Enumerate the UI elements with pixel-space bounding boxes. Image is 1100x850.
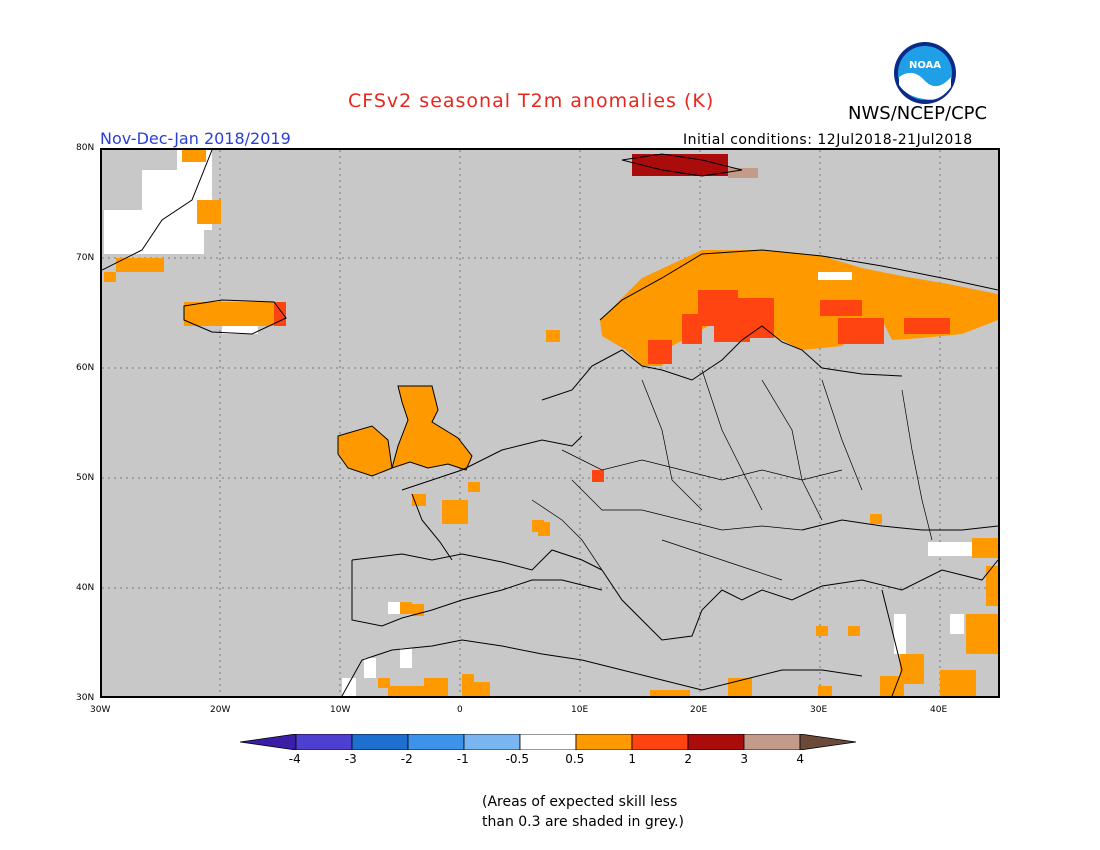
colorbar-segment: [687, 734, 745, 750]
region-svalbard: [632, 154, 758, 178]
lon-label: 10E: [571, 705, 589, 715]
colorbar-label: -0.5: [505, 752, 530, 766]
initial-conditions: Initial conditions: 12Jul2018-21Jul2018: [683, 132, 973, 148]
lon-label: 40E: [930, 705, 948, 715]
lat-label: 60N: [76, 363, 95, 373]
colorbar: [240, 734, 857, 750]
colorbar-label: 2: [684, 752, 693, 766]
noaa-logo-text: NOAA: [909, 60, 941, 71]
lat-label: 70N: [76, 253, 95, 263]
region-great-britain: [392, 386, 544, 532]
lon-label: 0: [457, 705, 463, 715]
colorbar-segment: [519, 734, 577, 750]
anomaly-map: [100, 148, 1000, 698]
colorbar-label: 1: [628, 752, 637, 766]
skill-note-line1: (Areas of expected skill less: [482, 794, 678, 810]
lat-label: 30N: [76, 693, 95, 703]
colorbar-label: 4: [796, 752, 805, 766]
grid-lines: [102, 150, 998, 696]
region-ireland: [338, 426, 392, 476]
map-canvas: [102, 150, 998, 696]
chart-title: CFSv2 seasonal T2m anomalies (K): [348, 90, 715, 112]
region-middle-east: [816, 514, 998, 696]
country-borders: [531, 369, 933, 581]
colorbar-segment: [240, 734, 297, 750]
colorbar-segment: [351, 734, 409, 750]
region-northern-finland: [648, 290, 774, 364]
region-central-europe-point: [592, 470, 604, 482]
skill-note-line2: than 0.3 are shaded in grey.): [482, 814, 685, 830]
region-northern-scandinavia: [546, 250, 998, 366]
lat-label: 80N: [76, 143, 95, 153]
region-iceland: [184, 302, 286, 334]
colorbar-label: -1: [456, 752, 469, 766]
region-greenland-coast: [104, 150, 221, 282]
coastlines: [102, 150, 998, 696]
lat-label: 50N: [76, 473, 95, 483]
colorbar-segment: [743, 734, 801, 750]
lon-label: 20E: [690, 705, 708, 715]
lat-label: 40N: [76, 583, 95, 593]
colorbar-label: -4: [288, 752, 301, 766]
colorbar-label: 0.5: [565, 752, 585, 766]
lon-label: 20W: [210, 705, 231, 715]
forecast-period: Nov-Dec-Jan 2018/2019: [100, 129, 291, 148]
colorbar-segment: [463, 734, 521, 750]
colorbar-segment: [575, 734, 633, 750]
lon-label: 10W: [330, 705, 351, 715]
region-north-africa: [342, 522, 832, 696]
colorbar-segment: [295, 734, 353, 750]
colorbar-label: 3: [740, 752, 749, 766]
colorbar-label: -3: [344, 752, 357, 766]
colorbar-segment: [631, 734, 689, 750]
noaa-logo: NOAA: [894, 42, 956, 104]
lon-label: 30E: [810, 705, 828, 715]
agency-label: NWS/NCEP/CPC: [848, 103, 988, 124]
colorbar-label: -2: [400, 752, 413, 766]
skill-note: (Areas of expected skill less than 0.3 a…: [482, 792, 684, 832]
colorbar-segment: [799, 734, 857, 750]
colorbar-segment: [407, 734, 465, 750]
lon-label: 30W: [90, 705, 111, 715]
region-kola-karelia: [818, 272, 950, 344]
